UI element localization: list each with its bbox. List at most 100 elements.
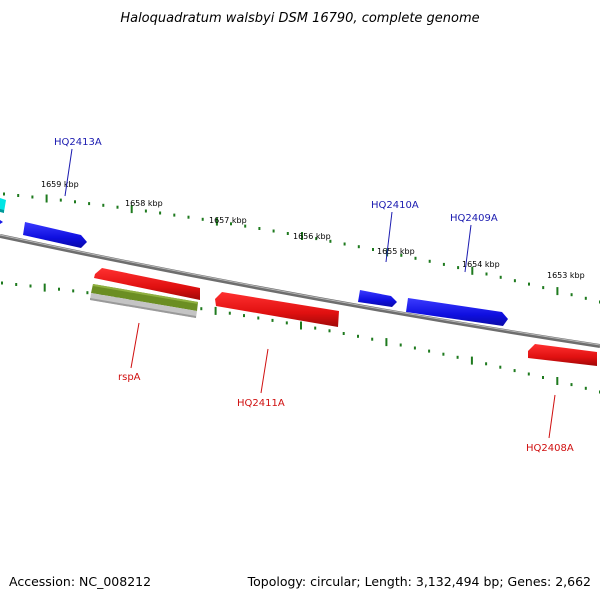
gene-label-hq2409a[interactable]: HQ2409A: [450, 213, 498, 224]
minor-tick: [243, 314, 245, 318]
gene-label-rspa[interactable]: rspA: [118, 372, 141, 383]
minor-tick: [343, 242, 346, 246]
major-tick: [385, 338, 388, 347]
minor-tick: [342, 332, 345, 335]
gene-hq2413a-arrow[interactable]: [23, 222, 87, 248]
minor-tick: [413, 346, 416, 350]
minor-tick: [414, 256, 417, 260]
minor-tick: [485, 362, 488, 366]
minor-tick: [315, 237, 318, 241]
minor-tick: [58, 287, 60, 291]
major-tick: [215, 217, 218, 226]
minor-tick: [400, 253, 403, 257]
minor-tick: [456, 355, 459, 359]
gene-hq2408a-arrow[interactable]: [528, 344, 597, 366]
minor-tick: [528, 282, 530, 286]
gene-hq2411a-arrow[interactable]: [215, 292, 339, 327]
reverse-genes: [94, 268, 597, 366]
gene-label-hq2411a[interactable]: HQ2411A: [237, 398, 285, 409]
minor-tick: [542, 376, 544, 379]
minor-tick: [570, 383, 573, 387]
minor-tick: [201, 217, 204, 221]
kbp-label: 1657 kbp: [209, 216, 247, 225]
minor-tick: [17, 194, 20, 197]
minor-tick: [31, 195, 34, 199]
gene-arrow[interactable]: [94, 268, 200, 300]
minor-tick: [372, 248, 374, 251]
major-tick: [214, 306, 217, 315]
minor-tick: [228, 311, 231, 315]
minor-tick: [584, 296, 587, 300]
kbp-label: 1653 kbp: [547, 271, 585, 280]
genome-summary-text: Topology: circular; Length: 3,132,494 bp…: [247, 574, 591, 589]
kbp-label: 1656 kbp: [293, 232, 331, 241]
minor-tick: [328, 329, 331, 333]
minor-tick: [457, 266, 460, 270]
minor-tick: [513, 369, 516, 373]
minor-tick: [86, 291, 89, 295]
minor-tick: [442, 352, 445, 356]
minor-tick: [200, 307, 203, 311]
minor-tick: [285, 321, 288, 325]
minor-tick: [72, 289, 75, 293]
minor-tick: [499, 275, 502, 279]
cyan-feature[interactable]: [0, 198, 6, 212]
accession-text: Accession: NC_008212: [9, 574, 152, 589]
minor-tick: [102, 203, 105, 207]
major-tick: [471, 266, 474, 275]
minor-tick: [271, 318, 274, 322]
minor-tick: [286, 232, 289, 235]
minor-tick: [3, 192, 5, 196]
genome-backbone: [0, 234, 600, 348]
gene-label-hq2408a[interactable]: HQ2408A: [526, 443, 574, 454]
minor-tick: [230, 222, 232, 226]
minor-tick: [542, 286, 545, 290]
minor-tick: [74, 200, 76, 204]
major-tick: [301, 232, 303, 240]
minor-tick: [399, 343, 402, 347]
gene-hq2409a-arrow[interactable]: [406, 298, 508, 326]
label-leaders: [64, 148, 556, 439]
minor-tick: [29, 284, 32, 288]
rspa-feature[interactable]: [90, 284, 198, 318]
major-tick: [300, 321, 302, 330]
kbp-label: 1658 kbp: [125, 199, 163, 208]
minor-tick: [88, 202, 91, 206]
minor-tick: [272, 229, 275, 233]
minor-tick: [357, 245, 360, 249]
minor-tick: [485, 272, 488, 276]
major-tick: [43, 283, 46, 292]
minor-tick: [15, 283, 18, 286]
gene-labels: HQ2413A HQ2410A HQ2409A rspA HQ2411A HQ2…: [54, 137, 574, 454]
minor-tick: [371, 337, 374, 341]
minor-tick: [144, 209, 147, 213]
minor-tick: [428, 349, 431, 353]
minor-tick: [187, 215, 190, 219]
gene-hq2410a-arrow[interactable]: [358, 290, 397, 307]
minor-tick: [329, 239, 332, 243]
minor-tick: [428, 259, 431, 263]
major-tick: [470, 356, 473, 365]
gene-label-hq2410a[interactable]: HQ2410A: [371, 200, 419, 211]
minor-tick: [584, 386, 587, 390]
gene-label-hq2413a[interactable]: HQ2413A: [54, 137, 102, 148]
minor-tick: [116, 205, 119, 209]
map-title: Haloquadratum walsbyi DSM 16790, complet…: [120, 11, 479, 26]
major-tick: [130, 205, 133, 214]
minor-tick: [527, 372, 530, 376]
minor-tick: [1, 281, 3, 285]
minor-tick: [357, 334, 359, 338]
minor-tick: [59, 198, 62, 202]
forward-genes: [23, 222, 508, 326]
minor-tick: [258, 227, 261, 230]
major-tick: [556, 287, 559, 296]
kbp-label: 1659 kbp: [41, 180, 79, 189]
minor-tick: [257, 316, 260, 320]
minor-tick: [513, 279, 516, 283]
major-tick: [45, 194, 48, 203]
minor-tick: [499, 365, 502, 369]
minor-tick: [159, 211, 162, 215]
kbp-label: 1654 kbp: [462, 260, 500, 269]
major-tick: [556, 377, 559, 385]
